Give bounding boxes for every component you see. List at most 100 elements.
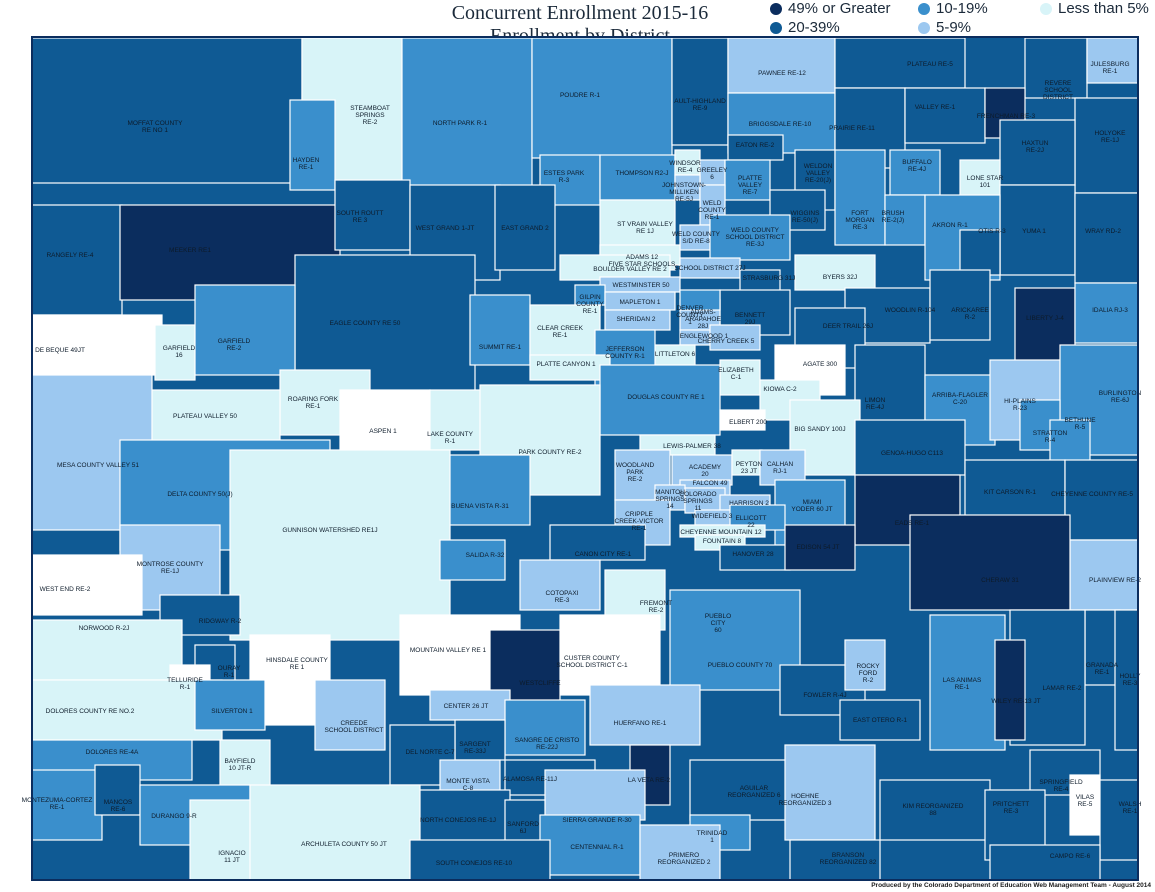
district-holyoke-re-1j[interactable] — [1074, 97, 1139, 194]
district-pawnee-re-12[interactable] — [727, 37, 836, 94]
district-cheyenne-county-re-5[interactable] — [1064, 459, 1139, 541]
district-wiley-re-13-jt[interactable] — [994, 639, 1026, 741]
district-cherry-creek-5[interactable] — [709, 324, 761, 351]
district-label-mancos-re-6: MANCOS RE-6 — [104, 799, 133, 813]
district-label-ault-highland-re-9: AULT-HIGHLAND RE-9 — [674, 98, 726, 112]
district-las-animas-re-1[interactable] — [929, 614, 1006, 751]
district-buffalo-re-4j[interactable] — [889, 149, 941, 196]
district-label-adams-arapahoe-28j: ADAMS-ARAPAHOE 28J — [685, 309, 721, 330]
district-thompson-r2-j[interactable] — [599, 154, 676, 201]
district-otis-r-3[interactable] — [959, 229, 1001, 276]
district-moffat-county-re-no-1[interactable] — [31, 37, 303, 184]
district-boulder-valley-re-2[interactable] — [559, 254, 671, 281]
district-denver-county-1[interactable] — [679, 289, 721, 311]
district-campo-re-6[interactable] — [989, 844, 1101, 881]
district-windsor-re-4[interactable] — [674, 149, 701, 176]
district-haxtun-re-2j[interactable] — [999, 119, 1076, 186]
district-johnstown-milliken-re-5j[interactable] — [674, 174, 701, 201]
district-label-eaton-re-2: EATON RE-2 — [736, 142, 775, 149]
district-archuleta-county-50-jt[interactable] — [249, 784, 421, 881]
district-label-north-conejos-re-1j: NORTH CONEJOS RE-1J — [420, 817, 496, 824]
district-ignacio-11-jt[interactable] — [189, 799, 256, 881]
district-norwood-r-2j[interactable] — [31, 619, 183, 681]
district-label-windsor-re-4: WINDSOR RE-4 — [669, 160, 701, 174]
district-big-sandy-100j[interactable] — [789, 399, 861, 476]
district-south-conejos-re-10[interactable] — [409, 839, 551, 881]
district-plateau-valley-50[interactable] — [149, 389, 281, 446]
district-julesburg-re-1[interactable] — [1086, 37, 1139, 84]
district-aguilar-reorganized-6[interactable] — [689, 759, 791, 821]
district-sierra-grande-r-30[interactable] — [544, 769, 646, 821]
district-label-byers-32j: BYERS 32J — [823, 274, 857, 281]
district-weld-county-school-district-re-3j[interactable] — [709, 214, 791, 261]
district-revere-school-district[interactable] — [1024, 37, 1088, 99]
district-garfield-re-2[interactable] — [194, 284, 296, 376]
district-plainview-re-2[interactable] — [1069, 539, 1139, 611]
district-elizabeth-c-1[interactable] — [719, 359, 761, 396]
district-brush-re-2-j[interactable] — [884, 194, 926, 246]
district-wiggins-re-50-j[interactable] — [769, 189, 826, 231]
district-rocky-ford-r-2[interactable] — [844, 639, 886, 691]
district-kim-reorganized-88[interactable] — [879, 779, 991, 841]
district-label-sheridan-2: SHERIDAN 2 — [616, 316, 655, 323]
district-vilas-re-5[interactable] — [1069, 774, 1101, 836]
district-label-wray-rd-2: WRAY RD-2 — [1085, 228, 1121, 235]
district-edison-54-jt[interactable] — [784, 524, 856, 571]
district-cotopaxi-re-3[interactable] — [519, 559, 601, 611]
district-label-mountain-valley-re-1: MOUNTAIN VALLEY RE 1 — [410, 647, 487, 654]
district-label-bayfield-10-jt-r: BAYFIELD 10 JT-R — [225, 758, 256, 772]
district-gunnison-watershed-re1j[interactable] — [229, 449, 451, 641]
district-eaton-re-2[interactable] — [727, 134, 784, 161]
district-salida-r-32[interactable] — [439, 539, 506, 581]
district-genoa-hugo-c113[interactable] — [854, 419, 966, 476]
district-label-adams-12-five-star-schools: ADAMS 12 FIVE STAR SCHOOLS — [609, 254, 676, 268]
district-east-grand-2[interactable] — [494, 184, 556, 271]
district-label-westminster-50: WESTMINSTER 50 — [612, 282, 669, 289]
district-label-kit-carson-r-1: KIT CARSON R-1 — [984, 489, 1036, 496]
district-summit-re-1[interactable] — [469, 294, 531, 366]
district-label-plateau-valley-50: PLATEAU VALLEY 50 — [173, 413, 237, 420]
district-byers-32j[interactable] — [794, 254, 876, 291]
district-platte-canyon-1[interactable] — [529, 354, 611, 381]
district-south-routt-re-3[interactable] — [334, 179, 411, 251]
district-label-peyton-23-jt: PEYTON 23 JT — [736, 461, 763, 475]
district-arickaree-r-2[interactable] — [929, 269, 991, 341]
district-school-district-27j[interactable] — [679, 257, 741, 279]
district-idalia-rj-3[interactable] — [1074, 282, 1139, 344]
district-douglas-county-re-1[interactable] — [599, 364, 721, 436]
district-walsh-re-1[interactable] — [1099, 779, 1139, 861]
district-west-end-re-2[interactable] — [31, 554, 143, 616]
district-centennial-r-1[interactable] — [539, 814, 641, 876]
district-yuma-1[interactable] — [999, 184, 1076, 276]
district-east-otero-r-1[interactable] — [839, 699, 921, 741]
district-platte-valley-re-7[interactable] — [724, 159, 771, 201]
district-valley-re-1[interactable] — [904, 87, 986, 144]
district-ault-highland-re-9[interactable] — [671, 37, 729, 146]
district-hayden-re-1[interactable] — [289, 99, 336, 191]
district-rangely-re-4[interactable] — [31, 204, 123, 316]
district-wray-rd-2[interactable] — [1074, 192, 1139, 284]
district-poudre-r-1[interactable] — [531, 37, 673, 159]
district-cheraw-31[interactable] — [909, 514, 1071, 611]
district-labels: MOFFAT COUNTY RE NO 1 STEAMBOAT SPRINGS RE-2… — [22, 61, 1142, 867]
district-huerfano-re-1[interactable] — [589, 684, 701, 746]
district-elbert-200[interactable] — [719, 409, 766, 431]
district-hoehne-reorganized-3[interactable] — [784, 744, 876, 841]
district-pueblo-county-70[interactable] — [669, 589, 801, 691]
district-primero-reorganized-2[interactable] — [639, 824, 721, 881]
district-sangre-de-cristo-re-22j[interactable] — [504, 699, 586, 756]
district-montezuma-cortez-re-1[interactable] — [31, 769, 103, 841]
district-north-park-r-1[interactable] — [401, 37, 533, 194]
district-mancos-re-6[interactable] — [94, 764, 141, 816]
district-label-mesa-county-valley-51: MESA COUNTY VALLEY 51 — [57, 462, 139, 469]
district-label-eagle-county-re-50: EAGLE COUNTY RE 50 — [330, 320, 401, 327]
district-silverton-1[interactable] — [194, 679, 266, 731]
district-plateau-re-5[interactable] — [834, 37, 966, 89]
district-center-26-jt[interactable] — [429, 689, 511, 721]
district-de-beque-49jt[interactable] — [31, 314, 163, 376]
district-creede-school-district[interactable] — [314, 679, 386, 751]
district-dolores-county-re-no-2[interactable] — [31, 679, 223, 741]
district-greeley-6[interactable] — [699, 159, 726, 186]
district-garfield-16[interactable] — [154, 324, 196, 381]
district-clear-creek-re-1[interactable] — [529, 304, 601, 361]
